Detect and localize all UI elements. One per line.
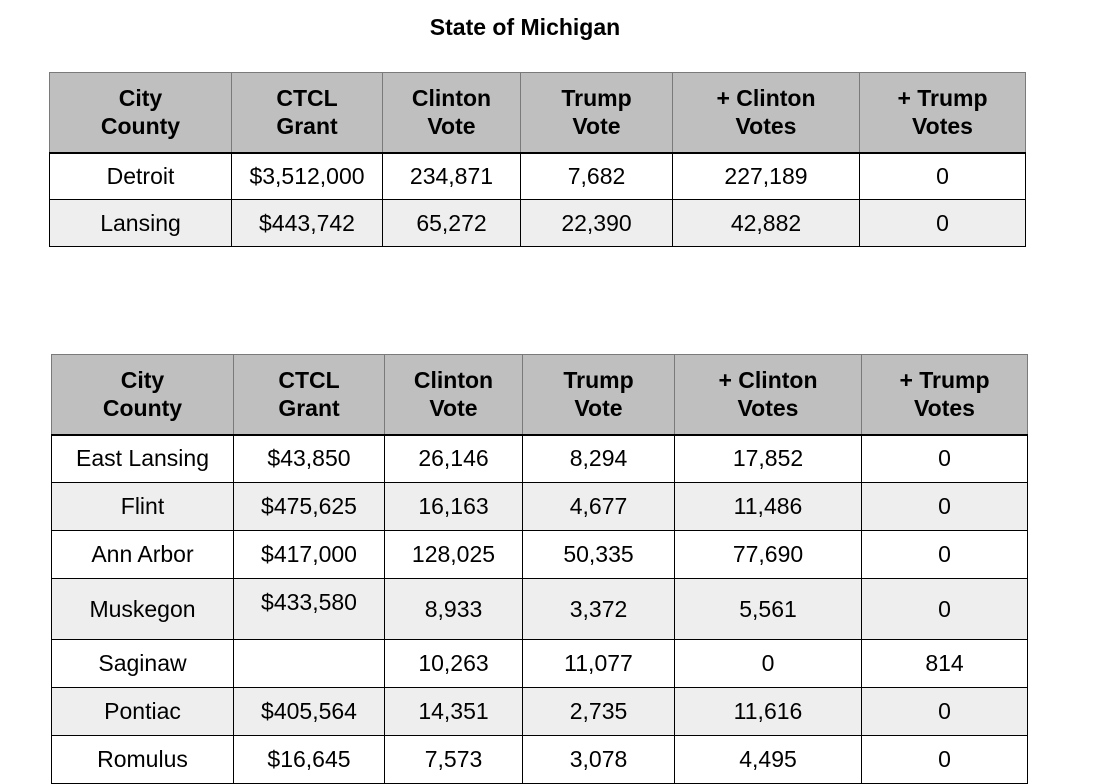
header-plus-trump-votes: + Trump Votes	[859, 72, 1026, 154]
plus-trump-cell: 0	[861, 578, 1028, 640]
city-cell: Muskegon	[51, 578, 234, 640]
header-ctcl-grant: CTCL Grant	[231, 72, 383, 154]
clinton-vote-cell: 26,146	[384, 434, 523, 483]
grant-cell: $443,742	[231, 199, 383, 247]
table-row: Detroit $3,512,000 234,871 7,682 227,189…	[49, 152, 1026, 200]
header-plus-trump-votes: + Trump Votes	[861, 354, 1028, 436]
city-cell: Romulus	[51, 735, 234, 784]
table-row: Muskegon $433,580 8,933 3,372 5,561 0	[51, 578, 1028, 640]
table-row: East Lansing $43,850 26,146 8,294 17,852…	[51, 434, 1028, 483]
trump-vote-cell: 11,077	[522, 639, 675, 688]
clinton-vote-cell: 14,351	[384, 687, 523, 736]
grant-cell: $16,645	[233, 735, 385, 784]
header-city-county: City County	[49, 72, 232, 154]
results-table-2: City County CTCL Grant Clinton Vote Trump Vo…	[51, 354, 1028, 784]
clinton-vote-cell: 10,263	[384, 639, 523, 688]
grant-cell	[233, 639, 385, 688]
plus-trump-cell: 0	[861, 687, 1028, 736]
city-cell: Saginaw	[51, 639, 234, 688]
table-row: Lansing $443,742 65,272 22,390 42,882 0	[49, 199, 1026, 247]
plus-clinton-cell: 42,882	[672, 199, 860, 247]
city-cell: East Lansing	[51, 434, 234, 483]
trump-vote-cell: 4,677	[522, 482, 675, 531]
plus-clinton-cell: 11,616	[674, 687, 862, 736]
clinton-vote-cell: 128,025	[384, 530, 523, 579]
trump-vote-cell: 50,335	[522, 530, 675, 579]
plus-trump-cell: 0	[861, 482, 1028, 531]
trump-vote-cell: 7,682	[520, 152, 673, 200]
clinton-vote-cell: 234,871	[382, 152, 521, 200]
clinton-vote-cell: 65,272	[382, 199, 521, 247]
header-ctcl-grant: CTCL Grant	[233, 354, 385, 436]
clinton-vote-cell: 8,933	[384, 578, 523, 640]
plus-trump-cell: 0	[861, 530, 1028, 579]
grant-cell: $417,000	[233, 530, 385, 579]
header-clinton-vote: Clinton Vote	[384, 354, 523, 436]
table-row: Flint $475,625 16,163 4,677 11,486 0	[51, 482, 1028, 531]
plus-clinton-cell: 0	[674, 639, 862, 688]
city-cell: Lansing	[49, 199, 232, 247]
plus-clinton-cell: 77,690	[674, 530, 862, 579]
table-row: Ann Arbor $417,000 128,025 50,335 77,690…	[51, 530, 1028, 579]
plus-clinton-cell: 11,486	[674, 482, 862, 531]
grant-cell: $433,580	[233, 578, 385, 640]
results-table-1: City County CTCL Grant Clinton Vote Trump Vo…	[49, 72, 1026, 247]
header-plus-clinton-votes: + Clinton Votes	[672, 72, 860, 154]
page-title: State of Michigan	[429, 14, 621, 40]
plus-clinton-cell: 4,495	[674, 735, 862, 784]
clinton-vote-cell: 7,573	[384, 735, 523, 784]
trump-vote-cell: 22,390	[520, 199, 673, 247]
plus-trump-cell: 0	[861, 434, 1028, 483]
grant-cell: $43,850	[233, 434, 385, 483]
city-cell: Pontiac	[51, 687, 234, 736]
plus-clinton-cell: 17,852	[674, 434, 862, 483]
header-clinton-vote: Clinton Vote	[382, 72, 521, 154]
clinton-vote-cell: 16,163	[384, 482, 523, 531]
table-row: Pontiac $405,564 14,351 2,735 11,616 0	[51, 687, 1028, 736]
city-cell: Ann Arbor	[51, 530, 234, 579]
trump-vote-cell: 3,372	[522, 578, 675, 640]
grant-cell: $405,564	[233, 687, 385, 736]
header-trump-vote: Trump Vote	[520, 72, 673, 154]
city-cell: Detroit	[49, 152, 232, 200]
grant-cell: $475,625	[233, 482, 385, 531]
trump-vote-cell: 8,294	[522, 434, 675, 483]
header-trump-vote: Trump Vote	[522, 354, 675, 436]
table-row: Saginaw 10,263 11,077 0 814	[51, 639, 1028, 688]
table-row: Romulus $16,645 7,573 3,078 4,495 0	[51, 735, 1028, 784]
plus-trump-cell: 0	[861, 735, 1028, 784]
trump-vote-cell: 3,078	[522, 735, 675, 784]
header-city-county: City County	[51, 354, 234, 436]
header-row: City County CTCL Grant Clinton Vote Trump Vo…	[49, 72, 1026, 154]
header-row: City County CTCL Grant Clinton Vote Trump Vo…	[51, 354, 1028, 436]
grant-cell: $3,512,000	[231, 152, 383, 200]
trump-vote-cell: 2,735	[522, 687, 675, 736]
header-plus-clinton-votes: + Clinton Votes	[674, 354, 862, 436]
city-cell: Flint	[51, 482, 234, 531]
plus-trump-cell: 0	[859, 152, 1026, 200]
plus-trump-cell: 0	[859, 199, 1026, 247]
plus-clinton-cell: 227,189	[672, 152, 860, 200]
plus-clinton-cell: 5,561	[674, 578, 862, 640]
plus-trump-cell: 814	[861, 639, 1028, 688]
